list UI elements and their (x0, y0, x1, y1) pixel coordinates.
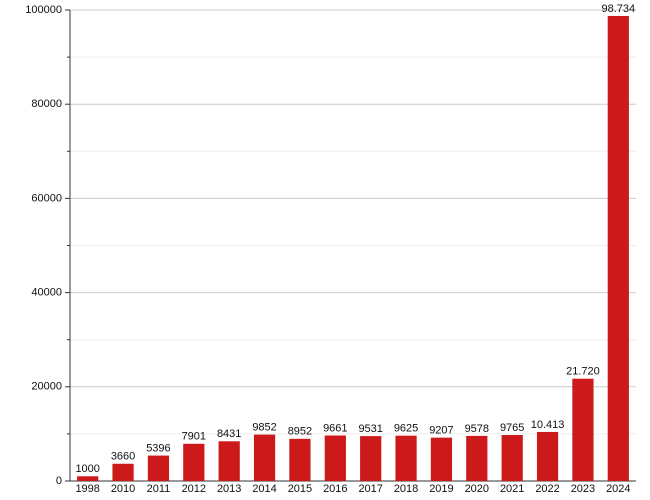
value-label: 9852 (252, 422, 276, 434)
x-tick-label: 2017 (358, 483, 382, 495)
value-label: 9765 (500, 422, 524, 434)
y-tick-label: 40000 (31, 287, 62, 299)
x-tick-label: 2015 (288, 483, 312, 495)
value-label: 9661 (323, 422, 347, 434)
x-tick-label: 2011 (147, 483, 171, 495)
y-tick-label: 60000 (31, 192, 62, 204)
y-tick-label: 80000 (31, 98, 62, 110)
bar (501, 435, 523, 481)
bar (112, 463, 134, 481)
x-tick-label: 2013 (217, 483, 241, 495)
value-label: 1000 (75, 463, 99, 475)
value-label: 9625 (394, 423, 418, 435)
x-tick-label: 2020 (465, 483, 489, 495)
bar (183, 443, 205, 481)
bar (430, 437, 453, 481)
x-tick-label: 2018 (394, 483, 418, 495)
bar (147, 455, 170, 481)
value-label: 98.734 (601, 3, 635, 15)
bar (324, 435, 346, 481)
x-tick-label: 2014 (252, 483, 276, 495)
value-label: 10.413 (531, 419, 565, 431)
bar (218, 441, 240, 481)
x-tick-label: 2021 (500, 483, 524, 495)
bar (289, 438, 311, 481)
bar (253, 434, 276, 481)
bar (536, 431, 559, 481)
value-label: 7901 (182, 431, 206, 443)
x-tick-label: 2016 (323, 483, 347, 495)
x-tick-label: 2019 (429, 483, 453, 495)
x-tick-label: 2024 (606, 483, 630, 495)
bar (395, 435, 417, 481)
value-label: 21.720 (566, 366, 600, 378)
value-label: 9578 (465, 423, 489, 435)
bar (572, 378, 594, 481)
x-tick-label: 2023 (571, 483, 595, 495)
bar (466, 435, 488, 481)
bar (77, 476, 99, 481)
x-tick-label: 2012 (182, 483, 206, 495)
x-tick-label: 2010 (111, 483, 135, 495)
x-tick-label: 2022 (535, 483, 559, 495)
value-label: 9207 (429, 425, 453, 437)
value-label: 3660 (111, 451, 135, 463)
bar (607, 15, 629, 481)
y-tick-label: 20000 (31, 381, 62, 393)
y-tick-label: 0 (56, 475, 62, 487)
value-label: 8952 (288, 426, 312, 438)
x-tick-label: 1998 (75, 483, 99, 495)
y-tick-label: 100000 (25, 4, 62, 16)
value-label: 9531 (358, 423, 382, 435)
value-label: 5396 (146, 442, 170, 454)
value-label: 8431 (217, 428, 241, 440)
bar (360, 436, 382, 481)
